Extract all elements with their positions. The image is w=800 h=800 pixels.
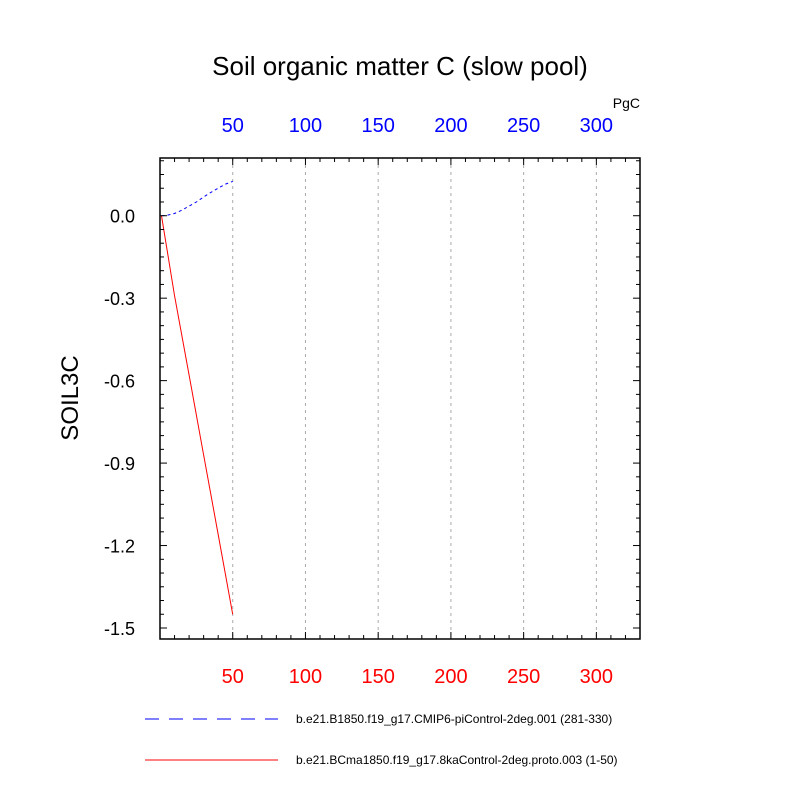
bottom-tick-labels: 50 100 150 200 250 300: [222, 666, 613, 688]
bottom-tick-label-2: 150: [361, 666, 394, 688]
y-tick-label-0: 0.0: [110, 207, 135, 227]
top-tick-label-3: 200: [434, 115, 467, 137]
y-tick-label-2: -0.6: [104, 372, 135, 392]
y-tick-label-3: -0.9: [104, 454, 135, 474]
y-tick-label-5: -1.5: [104, 619, 135, 639]
top-tick-label-2: 150: [361, 115, 394, 137]
bottom-tick-label-4: 250: [507, 666, 540, 688]
y-tick-label-4: -1.2: [104, 537, 135, 557]
bottom-tick-label-1: 100: [289, 666, 322, 688]
legend: b.e21.B1850.f19_g17.CMIP6-piControl-2deg…: [145, 712, 618, 767]
top-tick-label-5: 300: [580, 115, 613, 137]
bottom-tick-label-3: 200: [434, 666, 467, 688]
bottom-tick-label-5: 300: [580, 666, 613, 688]
series-layer: [161, 180, 234, 615]
legend-label-0: b.e21.B1850.f19_g17.CMIP6-piControl-2deg…: [296, 712, 612, 726]
top-tick-label-0: 50: [222, 115, 244, 137]
plot-frame: [159, 157, 641, 640]
y-axis-label: SOIL3C: [57, 355, 84, 440]
y-tick-label-1: -0.3: [104, 289, 135, 309]
legend-label-1: b.e21.BCma1850.f19_g17.8kaControl-2deg.p…: [296, 753, 618, 767]
ticks: [160, 158, 640, 639]
bottom-tick-label-0: 50: [222, 666, 244, 688]
y-tick-labels: 0.0 -0.3 -0.6 -0.9 -1.2 -1.5: [104, 207, 135, 639]
series-line-0: [161, 180, 233, 217]
units-label: PgC: [613, 95, 640, 111]
series-line-1: [161, 215, 234, 615]
top-tick-label-4: 250: [507, 115, 540, 137]
chart-title: Soil organic matter C (slow pool): [212, 51, 588, 81]
grid: [232, 158, 597, 639]
top-tick-labels: 50 100 150 200 250 300: [222, 115, 613, 137]
top-tick-label-1: 100: [289, 115, 322, 137]
